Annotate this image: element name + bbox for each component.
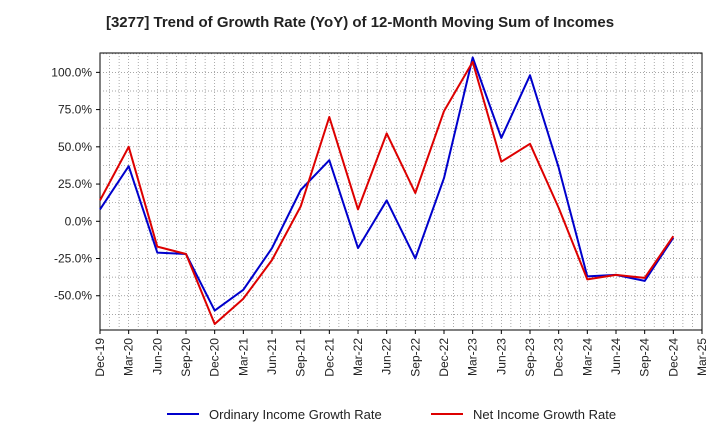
data-point-series-2 [471, 60, 474, 63]
data-point-series-2 [127, 145, 130, 148]
data-point-series-1 [643, 279, 646, 282]
data-point-series-1 [385, 199, 388, 202]
data-point-series-1 [471, 56, 474, 59]
data-point-series-2 [672, 235, 675, 238]
y-tick-label: -50.0% [54, 289, 92, 303]
data-point-series-2 [328, 116, 331, 119]
data-point-series-1 [242, 288, 245, 291]
x-tick-label: Sep-20 [179, 338, 193, 377]
data-point-series-2 [557, 206, 560, 209]
data-point-series-1 [357, 247, 360, 250]
data-point-series-1 [557, 166, 560, 169]
x-tick-label: Sep-23 [523, 338, 537, 377]
data-point-series-1 [529, 74, 532, 77]
x-tick-label: Mar-22 [351, 338, 365, 376]
series-line-1 [99, 56, 675, 312]
x-tick-label: Dec-22 [437, 338, 451, 377]
data-point-series-2 [643, 276, 646, 279]
x-tick-label: Mar-25 [695, 338, 709, 376]
data-point-series-1 [443, 177, 446, 180]
data-point-series-2 [185, 253, 188, 256]
x-tick-label: Sep-21 [294, 338, 308, 377]
x-tick-label: Dec-21 [322, 338, 336, 377]
legend-label-1: Ordinary Income Growth Rate [209, 407, 382, 422]
x-tick-label: Mar-20 [122, 338, 136, 376]
data-point-series-2 [500, 160, 503, 163]
data-point-series-1 [213, 309, 216, 312]
x-tick-label: Mar-24 [580, 338, 594, 376]
y-tick-label: -25.0% [54, 252, 92, 266]
x-tick-label: Dec-23 [552, 338, 566, 377]
data-point-series-1 [271, 247, 274, 250]
data-point-series-1 [99, 208, 102, 211]
data-point-series-2 [213, 323, 216, 326]
x-tick-label: Dec-19 [93, 338, 107, 377]
data-point-series-2 [443, 110, 446, 113]
x-tick-label: Jun-21 [265, 338, 279, 375]
x-tick-label: Jun-24 [609, 338, 623, 375]
y-tick-label: 0.0% [65, 214, 93, 228]
y-tick-label: 75.0% [58, 103, 92, 117]
data-point-series-1 [127, 165, 130, 168]
x-tick-label: Sep-22 [408, 338, 422, 377]
y-tick-label: 50.0% [58, 140, 92, 154]
x-tick-label: Jun-23 [494, 338, 508, 375]
legend-label-2: Net Income Growth Rate [473, 407, 616, 422]
data-point-series-2 [529, 142, 532, 145]
x-tick-label: Dec-20 [208, 338, 222, 377]
x-tick-label: Dec-24 [666, 338, 680, 377]
data-point-series-2 [615, 273, 618, 276]
data-point-series-2 [357, 208, 360, 211]
data-point-series-2 [586, 278, 589, 281]
x-tick-label: Jun-22 [380, 338, 394, 375]
data-point-series-1 [156, 251, 159, 254]
x-tick-label: Mar-23 [466, 338, 480, 376]
data-point-series-2 [271, 259, 274, 262]
data-point-series-2 [156, 245, 159, 248]
x-tick-label: Sep-24 [638, 338, 652, 377]
series-line-2 [99, 60, 675, 325]
data-point-series-1 [500, 136, 503, 139]
plot-area [99, 52, 703, 331]
data-point-series-1 [328, 159, 331, 162]
data-point-series-1 [299, 189, 302, 192]
chart-title: [3277] Trend of Growth Rate (YoY) of 12-… [105, 14, 615, 31]
data-point-series-2 [299, 205, 302, 208]
data-point-series-2 [385, 132, 388, 135]
data-point-series-2 [242, 297, 245, 300]
data-point-series-2 [414, 192, 417, 195]
y-tick-label: 25.0% [58, 177, 92, 191]
y-tick-label: 100.0% [51, 65, 92, 79]
data-point-series-2 [99, 199, 102, 202]
x-tick-label: Mar-21 [236, 338, 250, 376]
x-tick-label: Jun-20 [150, 338, 164, 375]
data-point-series-1 [414, 257, 417, 260]
